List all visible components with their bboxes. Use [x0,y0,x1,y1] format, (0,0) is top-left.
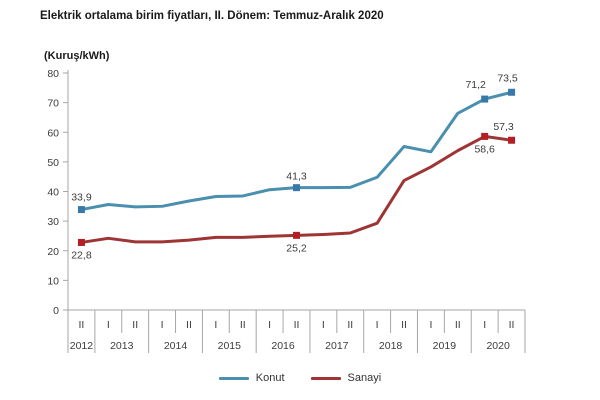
x-axis-period-label: I [429,319,432,331]
x-axis-period-label: II [347,319,353,331]
konut-data-marker [77,206,85,214]
sanayi-data-marker [481,132,489,140]
chart-title: Elektrik ortalama birim fiyatları, II. D… [40,10,384,22]
x-axis-period-label: II [509,319,515,331]
sanayi-data-label: 22,8 [71,249,92,261]
x-axis-period-label: I [376,319,379,331]
x-axis-period-label: I [268,319,271,331]
y-axis-tick-label: 40 [47,187,59,199]
legend-item-konut: Konut [218,372,285,384]
x-axis-year-label: 2017 [325,340,349,352]
x-axis-period-label: II [240,319,246,331]
konut-data-label: 73,5 [497,72,518,84]
x-axis-period-label: I [214,319,217,331]
x-axis-period-label: II [79,319,85,331]
konut-line-swatch [218,376,249,380]
y-axis-tick-label: 20 [47,246,59,258]
x-axis-year-label: 2020 [486,340,510,352]
x-axis-year-label: 2012 [70,340,94,352]
legend-item-sanayi: Sanayi [310,372,382,384]
chart-legend: Konut Sanayi [0,372,600,384]
x-axis-period-label: I [483,319,486,331]
konut-data-marker [508,88,516,96]
x-axis-period-label: II [294,319,300,331]
sanayi-data-marker [293,231,300,239]
x-axis-period-label: II [455,319,461,331]
konut-data-label: 33,9 [71,192,92,204]
x-axis-year-label: 2015 [218,340,242,352]
konut-data-marker [293,184,300,192]
x-axis-year-label: 2014 [164,340,188,352]
sanayi-data-label: 25,2 [286,242,307,254]
x-axis-period-label: II [401,319,407,331]
sanayi-data-marker [508,136,516,144]
sanayi-data-label: 58,6 [474,143,495,155]
y-axis-tick-label: 70 [47,98,59,110]
legend-label-konut: Konut [255,372,285,384]
y-axis-tick-label: 60 [47,127,59,139]
konut-data-label: 71,2 [465,79,486,91]
sanayi-data-label: 57,3 [493,121,514,133]
legend-label-sanayi: Sanayi [347,372,382,384]
y-axis-tick-label: 0 [53,305,59,317]
x-axis-period-label: II [132,319,138,331]
konut-series-line [81,90,512,212]
x-axis-year-label: 2016 [271,340,295,352]
y-axis-tick-label: 10 [47,275,59,287]
konut-data-marker [481,95,489,103]
y-axis-tick-label: 80 [47,68,59,80]
sanayi-line-swatch [310,376,341,380]
y-axis-tick-label: 30 [47,216,59,228]
x-axis-year-label: 2013 [110,340,134,352]
x-axis-year-label: 2018 [379,340,403,352]
sanayi-data-marker [77,238,85,246]
x-axis-period-label: I [161,319,164,331]
x-axis-period-label: I [322,319,325,331]
y-axis-unit-label: (Kuruş/kWh) [44,50,110,62]
y-axis-tick-label: 50 [47,157,59,169]
x-axis-period-label: I [107,319,110,331]
konut-data-label: 41,3 [286,171,307,183]
x-axis-year-label: 2019 [433,340,457,352]
x-axis-period-label: II [186,319,192,331]
